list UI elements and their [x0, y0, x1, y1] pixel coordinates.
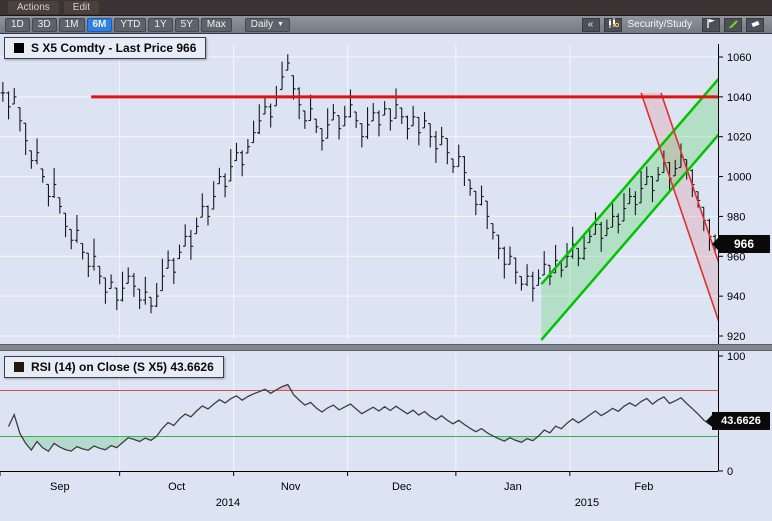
range-button-3d[interactable]: 3D: [32, 18, 57, 32]
collapse-button[interactable]: «: [582, 18, 600, 32]
svg-text:980: 980: [727, 211, 745, 223]
svg-text:1000: 1000: [727, 172, 751, 184]
pencil-icon: [728, 18, 739, 32]
rsi-value-badge: 43.6626: [712, 412, 770, 430]
svg-text:Nov: Nov: [281, 481, 301, 493]
svg-text:Jan: Jan: [504, 481, 522, 493]
svg-text:Feb: Feb: [634, 481, 653, 493]
range-button-5y[interactable]: 5Y: [175, 18, 199, 32]
last-price-badge: 966: [718, 235, 770, 253]
annotate-button[interactable]: [724, 18, 742, 32]
toolbar-right: « Security/Study: [582, 18, 768, 32]
security-study-button[interactable]: [604, 18, 622, 32]
svg-text:1060: 1060: [727, 52, 751, 64]
range-button-1y[interactable]: 1Y: [148, 18, 172, 32]
svg-text:Sep: Sep: [50, 481, 70, 493]
range-button-1m[interactable]: 1M: [59, 18, 85, 32]
svg-text:Oct: Oct: [168, 481, 185, 493]
rsi-legend[interactable]: RSI (14) on Close (S X5) 43.6626: [4, 356, 224, 378]
price-series-marker: [14, 43, 24, 53]
chart-toolbar: 1D 3D 1M 6M YTD 1Y 5Y Max Daily ▼ « Secu…: [0, 16, 772, 34]
rsi-legend-text: RSI (14) on Close (S X5) 43.6626: [31, 360, 214, 374]
chevron-down-icon: ▼: [277, 21, 284, 28]
svg-text:2014: 2014: [216, 497, 240, 509]
frequency-label: Daily: [251, 19, 273, 30]
price-rsi-chart[interactable]: 10601040102010009809609409201000SepOctNo…: [0, 34, 772, 521]
menu-bar: Actions Edit: [0, 0, 772, 16]
range-button-6m[interactable]: 6M: [87, 18, 113, 32]
menu-actions[interactable]: Actions: [8, 1, 59, 14]
svg-text:940: 940: [727, 291, 745, 303]
svg-text:2015: 2015: [575, 497, 599, 509]
menu-edit[interactable]: Edit: [64, 1, 99, 14]
eraser-icon: [750, 18, 761, 32]
range-button-ytd[interactable]: YTD: [114, 18, 146, 32]
chart-area: 10601040102010009809609409201000SepOctNo…: [0, 34, 772, 521]
security-study-label[interactable]: Security/Study: [628, 19, 692, 30]
svg-text:100: 100: [727, 351, 745, 363]
svg-text:1040: 1040: [727, 92, 751, 104]
erase-button[interactable]: [746, 18, 764, 32]
svg-text:0: 0: [727, 466, 733, 478]
price-legend-text: S X5 Comdty - Last Price 966: [31, 41, 196, 55]
terminal-window: Actions Edit 1D 3D 1M 6M YTD 1Y 5Y Max D…: [0, 0, 772, 521]
svg-text:920: 920: [727, 331, 745, 343]
svg-text:Dec: Dec: [392, 481, 412, 493]
range-button-max[interactable]: Max: [201, 18, 232, 32]
range-button-1d[interactable]: 1D: [5, 18, 30, 32]
flag-icon: [706, 18, 716, 32]
candlestick-chart-icon: [607, 18, 619, 32]
flag-button[interactable]: [702, 18, 720, 32]
svg-text:1020: 1020: [727, 132, 751, 144]
rsi-series-marker: [14, 362, 24, 372]
price-legend[interactable]: S X5 Comdty - Last Price 966: [4, 37, 206, 59]
frequency-dropdown[interactable]: Daily ▼: [245, 18, 290, 32]
